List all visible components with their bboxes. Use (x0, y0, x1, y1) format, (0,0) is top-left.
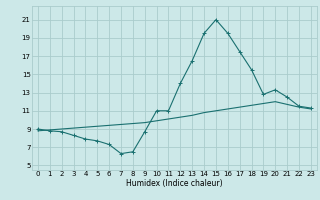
X-axis label: Humidex (Indice chaleur): Humidex (Indice chaleur) (126, 179, 223, 188)
